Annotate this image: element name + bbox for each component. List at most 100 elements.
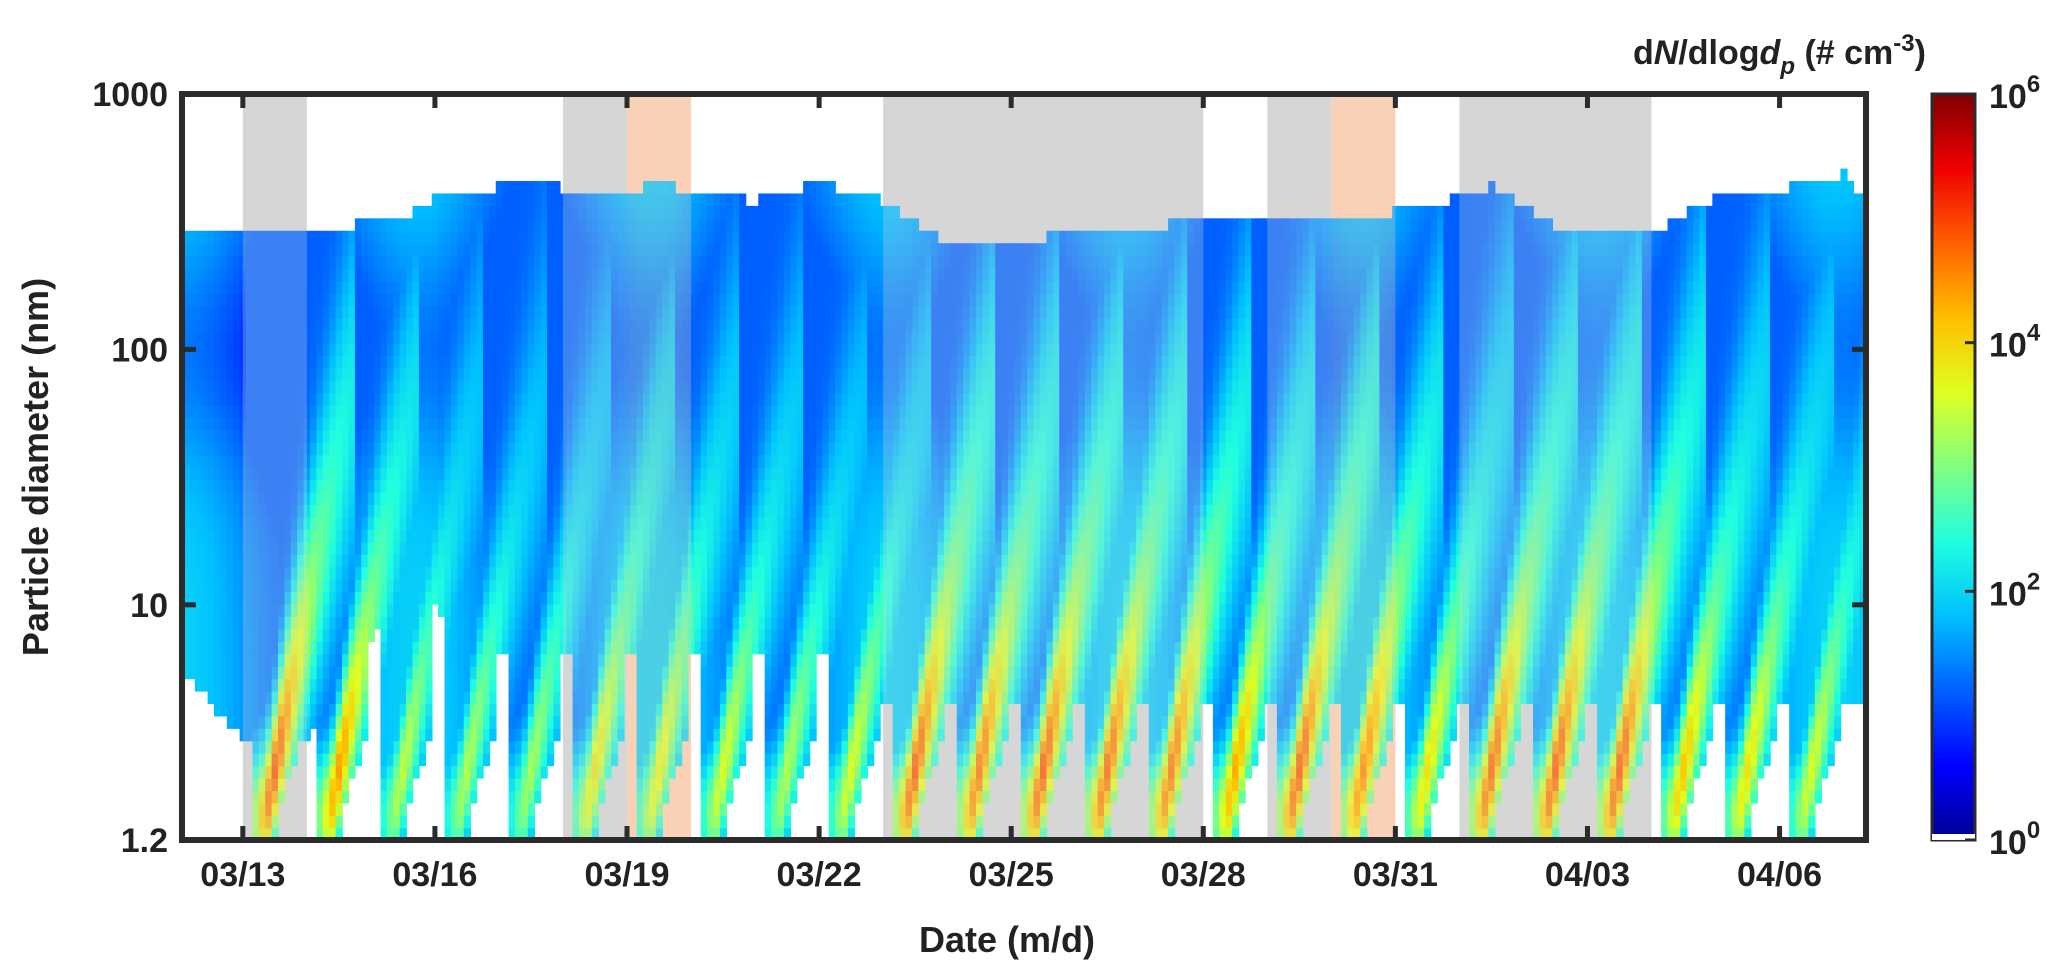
heatmap-cell [867, 491, 875, 506]
heatmap-cell [482, 193, 491, 207]
heatmap-cell [514, 355, 523, 369]
heatmap-cell [758, 305, 766, 319]
heatmap-cell [636, 653, 644, 667]
heatmap-cell [623, 628, 632, 642]
heatmap-cell [239, 305, 247, 319]
heatmap-cell [182, 243, 190, 257]
heatmap-cell [809, 603, 817, 617]
heatmap-cell [860, 292, 868, 307]
heatmap-cell [828, 404, 836, 419]
heatmap-cell [182, 355, 190, 369]
heatmap-cell [707, 504, 715, 518]
heatmap-cell [278, 665, 286, 680]
heatmap-cell [233, 330, 241, 344]
heatmap-cell [425, 467, 433, 481]
heatmap-cell [604, 479, 612, 493]
heatmap-cell [835, 205, 843, 220]
heatmap-cell [508, 218, 516, 232]
heatmap-cell [847, 728, 856, 742]
heatmap-cell [290, 317, 299, 332]
heatmap-cell [457, 429, 465, 443]
heatmap-cell [450, 317, 459, 332]
heatmap-cell [598, 342, 606, 356]
heatmap-cell [271, 392, 279, 406]
heatmap-cell [514, 690, 523, 705]
heatmap-cell [322, 342, 331, 356]
heatmap-cell [463, 529, 471, 543]
heatmap-cell [188, 330, 196, 344]
heatmap-cell [476, 504, 484, 518]
heatmap-cell [303, 292, 311, 307]
heatmap-cell [335, 603, 343, 617]
heatmap-cell [527, 516, 535, 530]
heatmap-cell [598, 752, 606, 767]
heatmap-cell [630, 355, 638, 369]
heatmap-cell [329, 641, 337, 655]
heatmap-cell [598, 790, 606, 804]
heatmap-cell [431, 479, 439, 493]
heatmap-cell [611, 578, 619, 593]
heatmap-cell [502, 355, 510, 369]
heatmap-cell [233, 715, 241, 729]
heatmap-cell [649, 330, 657, 344]
heatmap-cell [207, 442, 215, 456]
heatmap-cell [463, 367, 471, 381]
heatmap-cell [329, 268, 337, 282]
heatmap-cell [777, 317, 785, 332]
heatmap-cell [233, 342, 241, 356]
heatmap-cell [182, 467, 190, 481]
heatmap-cell [534, 777, 542, 792]
heatmap-cell [322, 491, 331, 506]
heatmap-cell [342, 752, 350, 767]
heatmap-cell [572, 790, 580, 804]
heatmap-cell [860, 355, 868, 369]
heatmap-cell [406, 317, 414, 332]
heatmap-cell [585, 392, 593, 406]
heatmap-cell [246, 442, 254, 456]
heatmap-cell [482, 205, 491, 220]
heatmap-cell [348, 292, 356, 307]
heatmap-cell [354, 504, 363, 518]
heatmap-cell [252, 392, 260, 406]
heatmap-cell [611, 516, 619, 530]
heatmap-cell [732, 765, 740, 779]
heatmap-cell [226, 379, 235, 394]
heatmap-cell [342, 516, 350, 530]
heatmap-cell [233, 665, 241, 680]
heatmap-cell [585, 641, 593, 655]
heatmap-cell [643, 815, 651, 829]
heatmap-cell [284, 243, 292, 257]
heatmap-cell [790, 504, 798, 518]
heatmap-cell [476, 442, 484, 456]
heatmap-cell [796, 653, 804, 667]
heatmap-cell [553, 317, 561, 332]
heatmap-cell [572, 454, 580, 468]
heatmap-cell [316, 628, 324, 642]
heatmap-cell [719, 429, 728, 443]
heatmap-cell [182, 653, 190, 667]
heatmap-cell [220, 616, 228, 630]
heatmap-cell [418, 417, 427, 431]
heatmap-cell [220, 429, 228, 443]
heatmap-cell [764, 678, 772, 692]
heatmap-cell [438, 243, 446, 257]
heatmap-cell [771, 802, 779, 816]
heatmap-cell [585, 467, 593, 481]
heatmap-cell [713, 765, 721, 779]
heatmap-cell [732, 740, 740, 754]
heatmap-cell [450, 367, 459, 381]
heatmap-cell [425, 392, 433, 406]
heatmap-cell [719, 243, 728, 257]
heatmap-cell [847, 653, 856, 667]
heatmap-cell [393, 330, 401, 344]
heatmap-cell [745, 703, 753, 717]
heatmap-cell [572, 417, 580, 431]
heatmap-cell [578, 628, 587, 642]
heatmap-cell [233, 529, 241, 543]
heatmap-cell [201, 541, 209, 555]
heatmap-cell [527, 255, 535, 269]
heatmap-cell [258, 342, 267, 356]
heatmap-cell [534, 181, 542, 195]
heatmap-cell [207, 417, 215, 431]
